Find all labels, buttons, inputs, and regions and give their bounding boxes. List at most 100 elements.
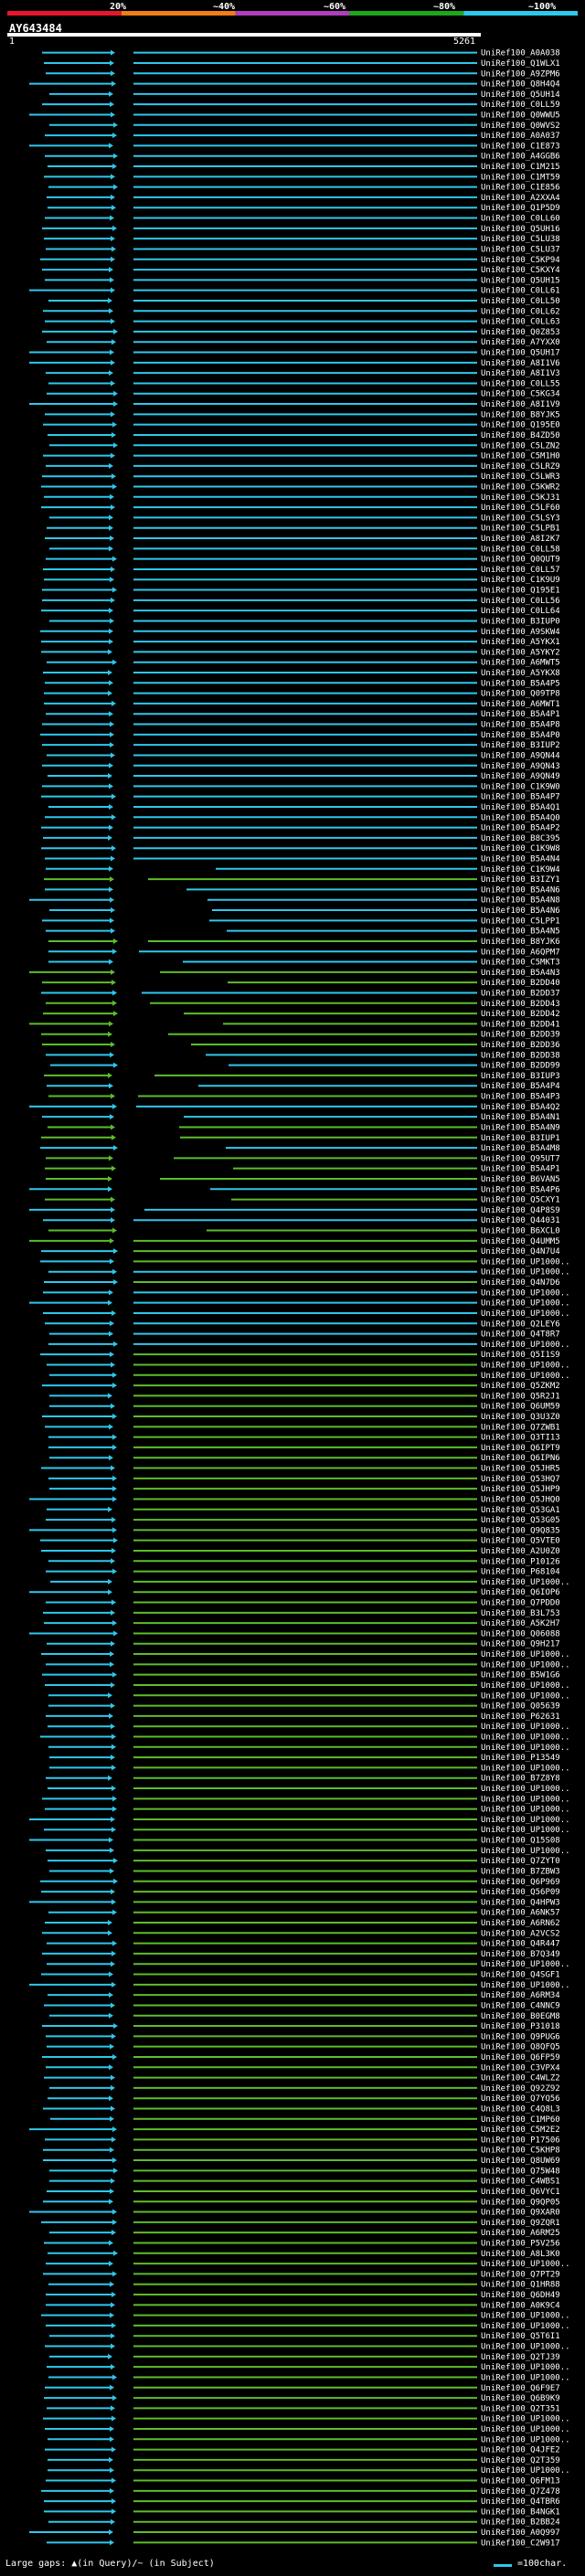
hit-label[interactable]: UniRef100_UP1000..	[481, 1733, 570, 1742]
hit-label[interactable]: UniRef100_C1MT59	[481, 173, 560, 182]
hit-row[interactable]: UniRef100_B5A4M8	[40, 1144, 560, 1153]
hit-row[interactable]: UniRef100_UP1000..	[41, 1650, 570, 1659]
hit-row[interactable]: UniRef100_UP1000..	[49, 1764, 570, 1773]
hit-row[interactable]: UniRef100_P10126	[48, 1557, 560, 1566]
hit-row[interactable]: UniRef100_A0A038	[42, 49, 560, 58]
hit-row[interactable]: UniRef100_Q5JHR5	[41, 1465, 560, 1474]
hit-label[interactable]: UniRef100_B5A4N3	[481, 969, 560, 978]
hit-row[interactable]: UniRef100_UP1000..	[29, 1299, 570, 1309]
hit-row[interactable]: UniRef100_B5A4P1	[45, 1165, 560, 1174]
hit-row[interactable]: UniRef100_P31018	[42, 2022, 560, 2031]
hit-label[interactable]: UniRef100_UP1000..	[481, 2373, 570, 2382]
hit-label[interactable]: UniRef100_B5W1G6	[481, 1671, 560, 1680]
hit-label[interactable]: UniRef100_Q4TBR6	[481, 2497, 560, 2507]
hit-label[interactable]: UniRef100_Q5UH15	[481, 276, 560, 285]
hit-label[interactable]: UniRef100_B3IUP1	[481, 1134, 560, 1143]
hit-label[interactable]: UniRef100_A8I1V9	[481, 400, 560, 409]
hit-label[interactable]: UniRef100_B5A4Q0	[481, 813, 560, 822]
hit-label[interactable]: UniRef100_B2DD42	[481, 1010, 560, 1019]
hit-row[interactable]: UniRef100_B8YJK5	[45, 410, 560, 419]
hit-label[interactable]: UniRef100_UP1000..	[481, 2466, 570, 2475]
hit-label[interactable]: UniRef100_B3IUP3	[481, 1072, 560, 1081]
hit-row[interactable]: UniRef100_Q6DH49	[46, 2291, 560, 2300]
hit-label[interactable]: UniRef100_A6NK57	[481, 1909, 560, 1918]
hit-label[interactable]: UniRef100_B5A4P1	[481, 1165, 560, 1174]
hit-label[interactable]: UniRef100_B5A4P8	[481, 721, 560, 730]
hit-label[interactable]: UniRef100_C0LL59	[481, 101, 560, 110]
hit-row[interactable]: UniRef100_Q4UMM5	[29, 1237, 560, 1246]
hit-row[interactable]: UniRef100_A0Q997	[29, 2528, 560, 2538]
hit-row[interactable]: UniRef100_Q5JHP9	[49, 1485, 560, 1494]
hit-label[interactable]: UniRef100_B3IUP0	[481, 617, 560, 626]
hit-row[interactable]: UniRef100_Q4N7U4	[41, 1247, 560, 1256]
hit-row[interactable]: UniRef100_Q9ZQR1	[41, 2219, 560, 2228]
hit-label[interactable]: UniRef100_B7ZBW3	[481, 1867, 560, 1876]
hit-row[interactable]: UniRef100_C1M215	[48, 163, 560, 172]
hit-row[interactable]: UniRef100_Q2T351	[47, 2404, 560, 2413]
hit-row[interactable]: UniRef100_C5KXY4	[42, 266, 560, 275]
hit-row[interactable]: UniRef100_Q5T6I1	[49, 2332, 560, 2341]
hit-label[interactable]: UniRef100_C1K9U9	[481, 576, 560, 585]
hit-label[interactable]: UniRef100_A6MWT5	[481, 659, 560, 668]
hit-row[interactable]: UniRef100_Q4R447	[47, 1940, 560, 1949]
hit-row[interactable]: UniRef100_UP1000..	[47, 2363, 570, 2372]
hit-row[interactable]: UniRef100_C5LU37	[46, 245, 560, 254]
hit-label[interactable]: UniRef100_Q9H217	[481, 1640, 560, 1649]
hit-label[interactable]: UniRef100_B2DD99	[481, 1062, 560, 1071]
hit-label[interactable]: UniRef100_A8I2K7	[481, 535, 560, 544]
hit-label[interactable]: UniRef100_Q15S08	[481, 1837, 560, 1846]
hit-row[interactable]: UniRef100_B7Z8Y8	[46, 1775, 560, 1784]
hit-row[interactable]: UniRef100_B2DD37	[41, 989, 560, 998]
hit-label[interactable]: UniRef100_B5A4N9	[481, 1123, 560, 1132]
hit-label[interactable]: UniRef100_UP1000..	[481, 1785, 570, 1794]
hit-label[interactable]: UniRef100_UP1000..	[481, 1764, 570, 1773]
hit-label[interactable]: UniRef100_Q53G05	[481, 1516, 560, 1525]
hit-row[interactable]: UniRef100_Q2T359	[48, 2456, 560, 2465]
hit-row[interactable]: UniRef100_B5A4P0	[40, 731, 560, 740]
hit-row[interactable]: UniRef100_Q1HR88	[48, 2281, 560, 2290]
hit-row[interactable]: UniRef100_A9QN44	[47, 751, 560, 760]
hit-row[interactable]: UniRef100_Q5ZKM2	[42, 1382, 560, 1391]
hit-label[interactable]: UniRef100_Q6DH49	[481, 2291, 560, 2300]
hit-row[interactable]: UniRef100_C5LU38	[44, 235, 560, 244]
hit-label[interactable]: UniRef100_Q5R2J1	[481, 1392, 560, 1401]
hit-label[interactable]: UniRef100_Q5CXY1	[481, 1196, 560, 1205]
hit-label[interactable]: UniRef100_C5LPP1	[481, 917, 560, 926]
hit-row[interactable]: UniRef100_Q6IPT9	[48, 1444, 560, 1453]
hit-row[interactable]: UniRef100_Q7Z478	[41, 2487, 560, 2496]
hit-label[interactable]: UniRef100_Q4T8R7	[481, 1330, 560, 1340]
hit-row[interactable]: UniRef100_UP1000..	[48, 1723, 570, 1732]
hit-row[interactable]: UniRef100_A2XXA4	[47, 194, 560, 203]
hit-label[interactable]: UniRef100_Q6UM59	[481, 1403, 560, 1412]
hit-row[interactable]: UniRef100_Q6F9E7	[45, 2384, 560, 2393]
hit-row[interactable]: UniRef100_Q1WLX1	[44, 59, 560, 69]
hit-label[interactable]: UniRef100_C0LL63	[481, 318, 560, 327]
hit-row[interactable]: UniRef100_Q4SGF1	[41, 1971, 560, 1980]
hit-row[interactable]: UniRef100_A6RN62	[45, 1919, 560, 1928]
hit-row[interactable]: UniRef100_UP1000..	[48, 1341, 570, 1350]
hit-label[interactable]: UniRef100_P5V256	[481, 2239, 560, 2248]
hit-row[interactable]: UniRef100_A6RM34	[48, 1991, 560, 2000]
hit-row[interactable]: UniRef100_C0LL61	[29, 287, 560, 296]
hit-row[interactable]: UniRef100_B2DD41	[29, 1020, 560, 1029]
hit-label[interactable]: UniRef100_C1MP60	[481, 2115, 560, 2125]
hit-row[interactable]: UniRef100_UP1000..	[45, 1806, 570, 1815]
hit-label[interactable]: UniRef100_A6RM34	[481, 1991, 560, 2000]
hit-row[interactable]: UniRef100_Q8UW69	[43, 2157, 560, 2166]
hit-label[interactable]: UniRef100_UP1000..	[481, 1795, 570, 1804]
hit-row[interactable]: UniRef100_Q5UH14	[49, 90, 560, 100]
hit-row[interactable]: UniRef100_UP1000..	[46, 1660, 570, 1670]
hit-label[interactable]: UniRef100_B4NGK1	[481, 2507, 560, 2517]
hit-label[interactable]: UniRef100_C0LL60	[481, 215, 560, 224]
hit-label[interactable]: UniRef100_P62631	[481, 1712, 560, 1722]
hit-label[interactable]: UniRef100_Q7PDD0	[481, 1599, 560, 1608]
hit-label[interactable]: UniRef100_Q4N7D6	[481, 1278, 560, 1288]
hit-label[interactable]: UniRef100_B5A4P5	[481, 679, 560, 688]
hit-label[interactable]: UniRef100_UP1000..	[481, 2343, 570, 2352]
hit-label[interactable]: UniRef100_B3L753	[481, 1609, 560, 1618]
hit-row[interactable]: UniRef100_Q5UH15	[45, 276, 560, 285]
hit-row[interactable]: UniRef100_Q195E1	[42, 587, 560, 596]
hit-row[interactable]: UniRef100_A2VCS2	[42, 1929, 560, 1938]
hit-row[interactable]: UniRef100_B8C395	[43, 834, 560, 843]
hit-label[interactable]: UniRef100_B3IUP2	[481, 741, 560, 750]
